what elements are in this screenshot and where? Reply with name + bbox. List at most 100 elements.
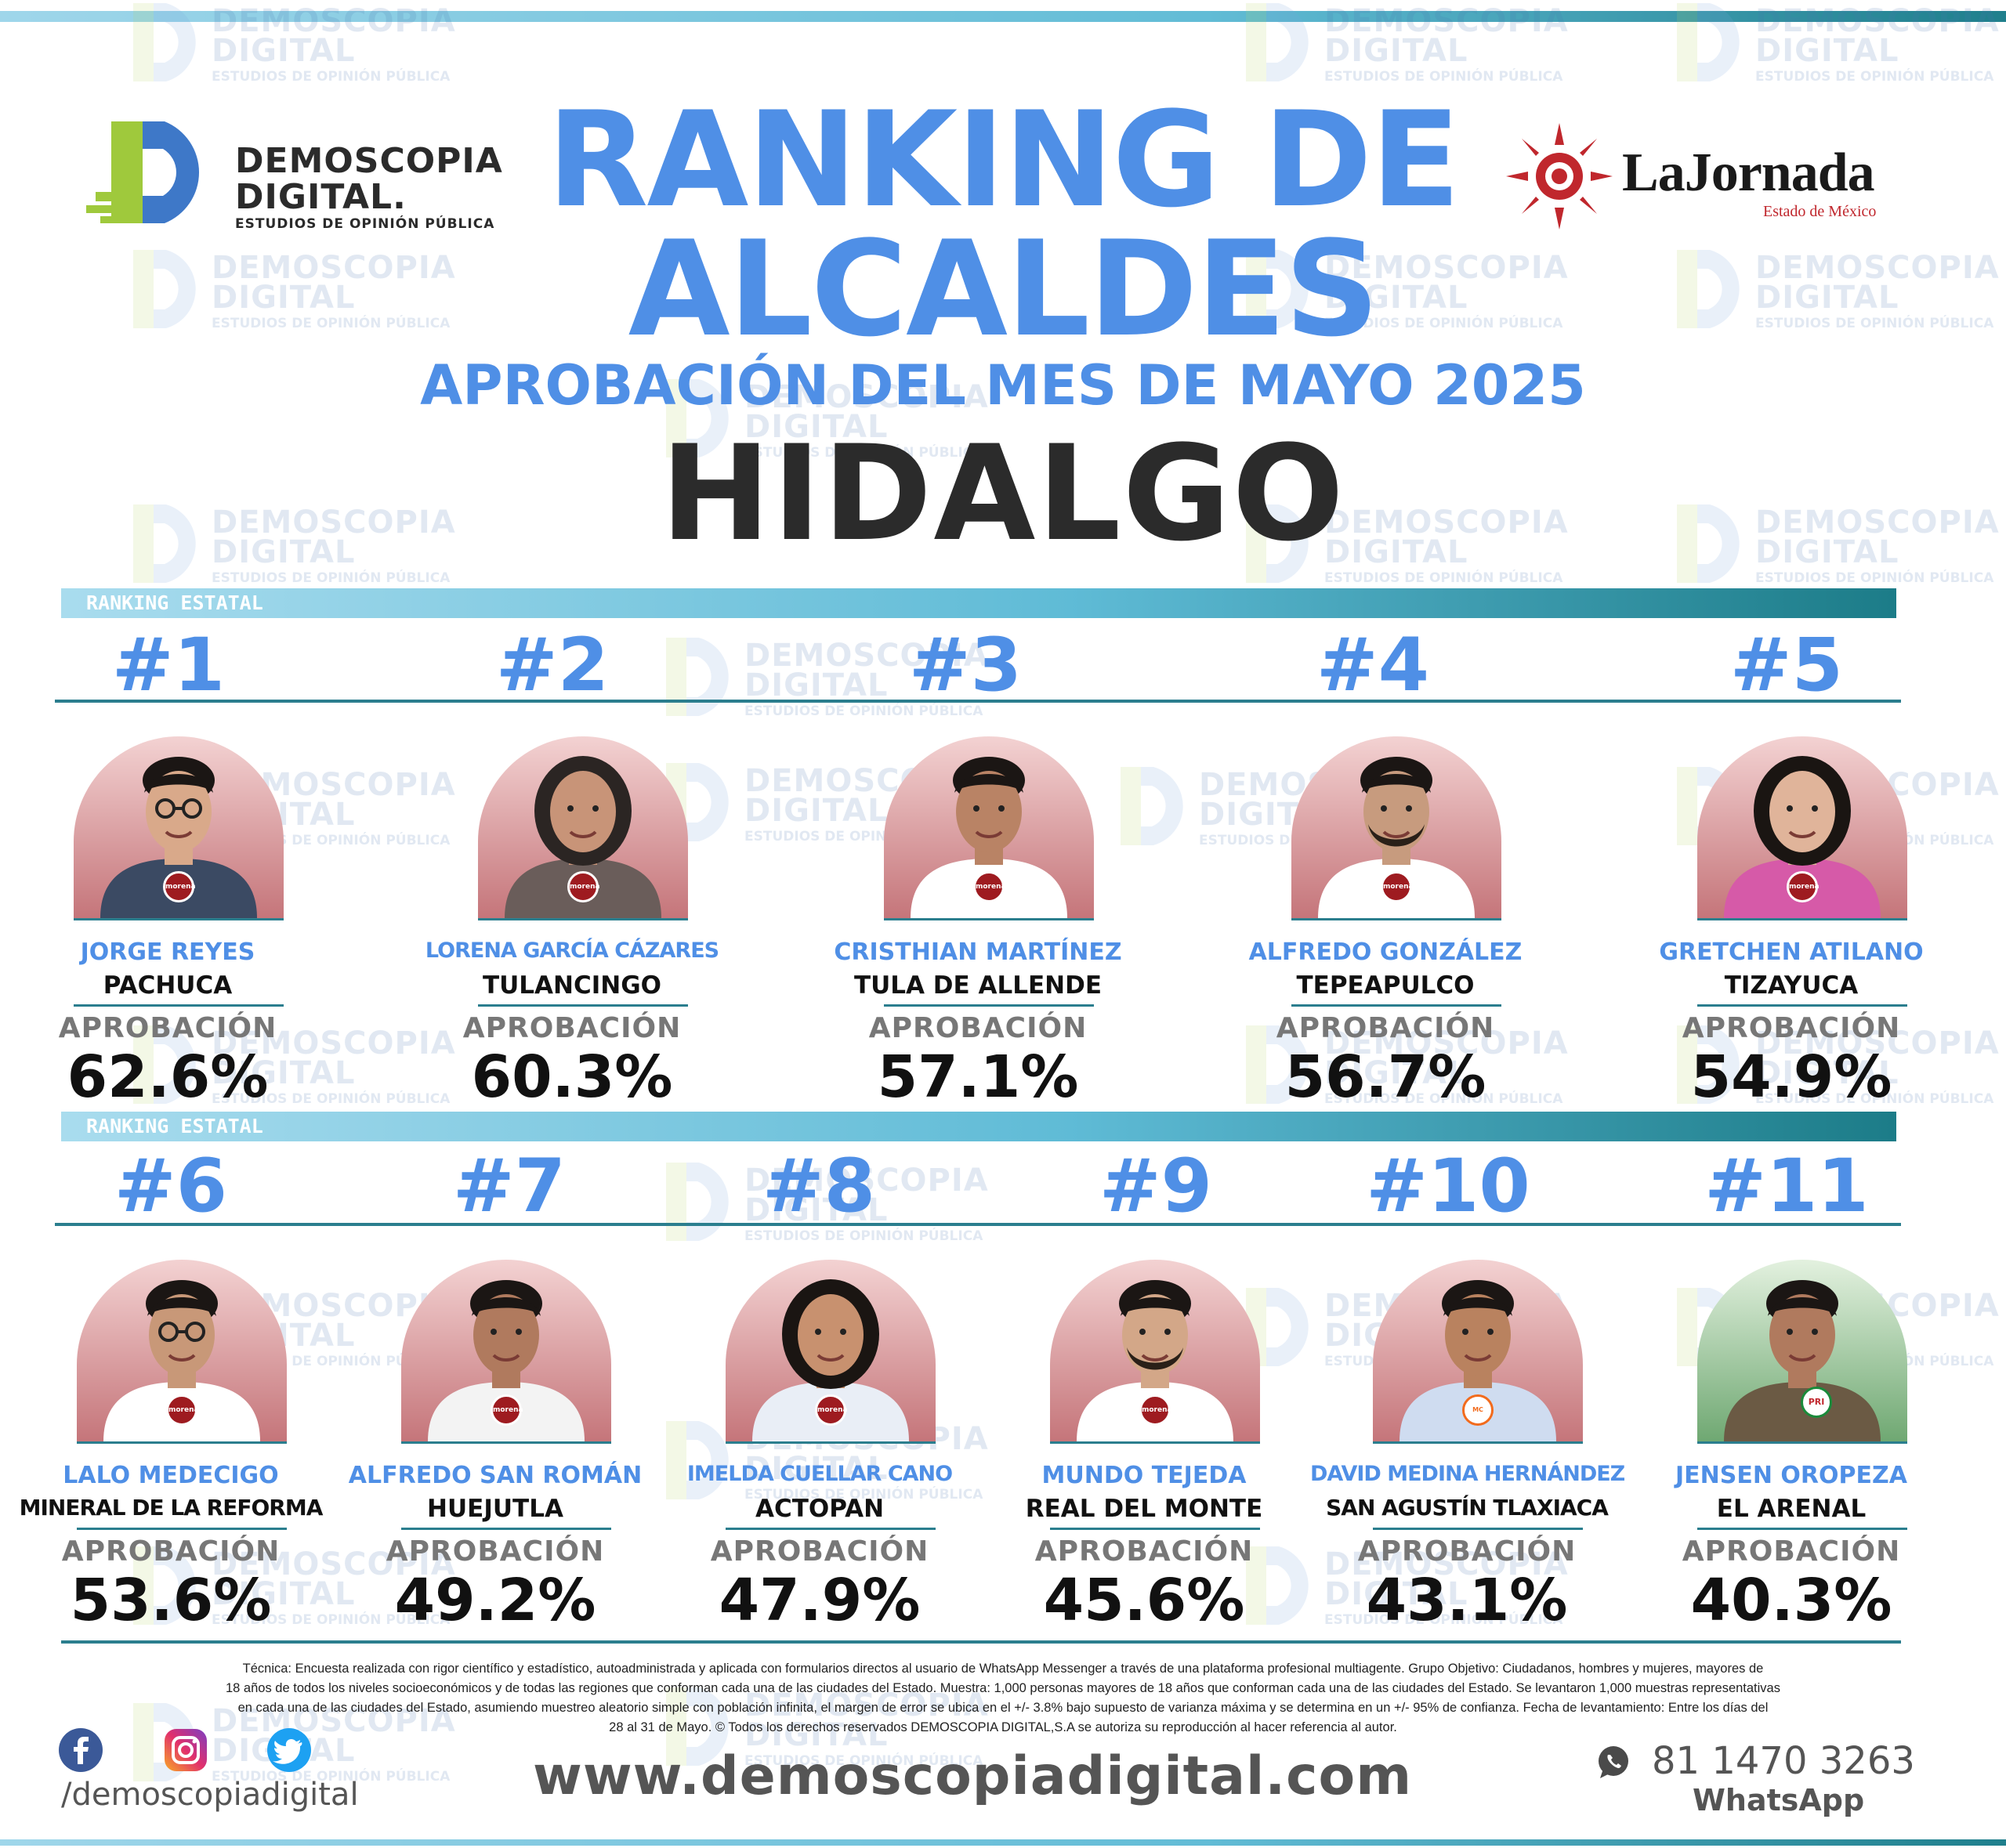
approval-value: 57.1% <box>877 1043 1079 1111</box>
rank-number-8: #8 <box>762 1144 876 1229</box>
mayor-name: ALFREDO SAN ROMÁN <box>348 1462 643 1489</box>
party-badge-icon: morena <box>1381 871 1414 902</box>
rank-divider-2 <box>55 1223 1901 1226</box>
footer-divider <box>61 1640 1901 1644</box>
page-subtitle: APROBACIÓN DEL MES DE MAYO 2025 <box>420 353 1586 418</box>
watermark-text: ESTUDIOS DE OPINIÓN PÚBLICA <box>1755 69 1994 85</box>
approval-label: APROBACIÓN <box>58 1012 277 1044</box>
mayor-name: JORGE REYES <box>80 938 255 966</box>
instagram-icon[interactable] <box>163 1727 208 1773</box>
mayor-photo-icon <box>1724 1280 1881 1441</box>
approval-value: 49.2% <box>394 1567 596 1634</box>
mayor-name: JENSEN OROPEZA <box>1675 1462 1907 1489</box>
photo-underline <box>74 918 284 920</box>
social-handle[interactable]: /demoscopiadigital <box>61 1777 359 1813</box>
whatsapp-icon[interactable] <box>1595 1744 1631 1780</box>
mayor-photo: morena <box>401 1260 611 1441</box>
mayor-photo-icon <box>103 1280 260 1441</box>
party-badge-icon: morena <box>815 1394 848 1426</box>
party-badge-icon: morena <box>973 871 1006 902</box>
methodology-note: Técnica: Encuesta realizada con rigor ci… <box>63 1659 1943 1738</box>
whatsapp-label: WhatsApp <box>1693 1783 1865 1817</box>
methodology-line: en cada una de las ciudades del Estado, … <box>237 1701 1769 1715</box>
lajornada-logo: LaJornada Estado de México <box>1504 121 1912 231</box>
watermark-text: ESTUDIOS DE OPINIÓN PÚBLICA <box>212 570 451 586</box>
party-badge-icon: PRI <box>1801 1387 1832 1418</box>
watermark-text: ESTUDIOS DE OPINIÓN PÚBLICA <box>744 1228 983 1244</box>
municipality-name: PACHUCA <box>103 971 233 1000</box>
rank-number-10: #10 <box>1366 1144 1530 1229</box>
facebook-icon[interactable] <box>58 1727 103 1773</box>
rank-number-9: #9 <box>1099 1144 1213 1229</box>
approval-label: APROBACIÓN <box>1357 1535 1577 1568</box>
rank-number-11: #11 <box>1704 1144 1869 1229</box>
phone-number[interactable]: 81 1470 3263 <box>1652 1739 1915 1783</box>
approval-value: 56.7% <box>1284 1043 1486 1111</box>
municipality-name: TEPEAPULCO <box>1296 971 1475 1000</box>
logo-text-demoscopia: DEMOSCOPIA <box>235 141 503 181</box>
name-underline <box>1373 1528 1583 1530</box>
watermark-text: DIGITAL <box>1324 33 1468 69</box>
mayor-photo: PRI <box>1697 1260 1907 1441</box>
name-underline <box>401 1528 611 1530</box>
approval-label: APROBACIÓN <box>61 1535 281 1568</box>
photo-underline <box>1697 1441 1907 1444</box>
mayor-photo: morena <box>726 1260 936 1441</box>
municipality-name: HUEJUTLA <box>427 1495 563 1523</box>
municipality-name: TULA DE ALLENDE <box>853 971 1103 1000</box>
approval-label: APROBACIÓN <box>1034 1535 1254 1568</box>
rank-number-6: #6 <box>114 1144 228 1229</box>
mayor-photo: morena <box>1050 1260 1260 1441</box>
mayor-photo: morena <box>1697 736 1907 918</box>
approval-value: 54.9% <box>1690 1043 1892 1111</box>
demoscopia-d-icon <box>86 121 200 223</box>
rank-number-1: #1 <box>111 623 226 708</box>
name-underline <box>1697 1528 1907 1530</box>
mayor-photo: morena <box>884 736 1094 918</box>
mayor-name: GRETCHEN ATILANO <box>1659 938 1924 966</box>
name-underline <box>74 1004 284 1007</box>
rank-divider-1 <box>55 700 1901 703</box>
lajornada-subtitle: Estado de México <box>1763 203 1877 220</box>
mayor-name: MUNDO TEJEDA <box>1041 1462 1247 1489</box>
rank-number-5: #5 <box>1729 623 1844 708</box>
photo-underline <box>478 918 688 920</box>
methodology-line: 28 al 31 de Mayo. © Todos los derechos r… <box>609 1720 1397 1734</box>
watermark-text: ESTUDIOS DE OPINIÓN PÚBLICA <box>1755 570 1994 586</box>
party-badge-icon: morena <box>1787 871 1820 902</box>
municipality-name: EL ARENAL <box>1716 1495 1867 1523</box>
watermark-d-icon <box>666 1163 729 1241</box>
approval-label: APROBACIÓN <box>1682 1535 1901 1568</box>
twitter-icon[interactable] <box>266 1727 312 1773</box>
party-badge-icon: morena <box>567 871 600 902</box>
name-underline <box>1697 1004 1907 1007</box>
top-accent-bar <box>0 11 2006 22</box>
sun-emblem-icon <box>1506 123 1613 230</box>
approval-value: 45.6% <box>1043 1567 1245 1634</box>
approval-value: 43.1% <box>1366 1567 1568 1634</box>
photo-underline <box>884 918 1094 920</box>
municipality-name: TULANCINGO <box>482 971 662 1000</box>
mayor-photo-icon <box>1399 1280 1556 1441</box>
municipality-name: ACTOPAN <box>755 1495 885 1523</box>
watermark-text: DIGITAL <box>744 667 889 703</box>
photo-underline <box>1373 1441 1583 1444</box>
party-badge-icon: MC <box>1462 1394 1494 1426</box>
mayor-name: DAVID MEDINA HERNÁNDEZ <box>1310 1462 1625 1486</box>
watermark-text: ESTUDIOS DE OPINIÓN PÚBLICA <box>1324 69 1563 85</box>
watermark-text: DIGITAL <box>1755 33 1899 69</box>
municipality-name: MINERAL DE LA REFORMA <box>19 1495 324 1521</box>
methodology-line: Técnica: Encuesta realizada con rigor ci… <box>242 1662 1764 1676</box>
approval-value: 62.6% <box>67 1043 269 1111</box>
section-bar-2: RANKING ESTATAL <box>61 1112 1896 1141</box>
photo-underline <box>726 1441 936 1444</box>
website-link[interactable]: www.demoscopiadigital.com <box>533 1745 1413 1807</box>
party-badge-icon: morena <box>166 1394 199 1426</box>
party-badge-icon: morena <box>1139 1394 1172 1426</box>
mayor-photo: morena <box>1291 736 1501 918</box>
mayor-photo: morena <box>77 1260 287 1441</box>
bottom-accent-bar <box>0 1839 2006 1846</box>
rank-number-2: #2 <box>495 623 610 708</box>
section-label: RANKING ESTATAL <box>86 1115 263 1137</box>
municipality-name: REAL DEL MONTE <box>1025 1495 1263 1523</box>
